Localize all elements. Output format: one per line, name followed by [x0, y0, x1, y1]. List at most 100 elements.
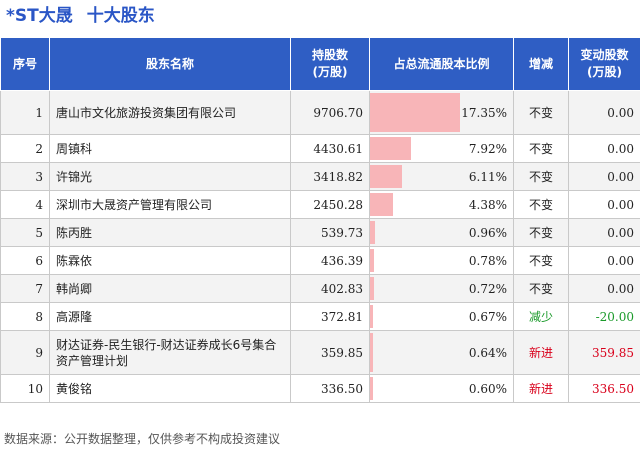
ratio-label: 0.78% [468, 253, 507, 268]
ratio-cell: 17.35% [369, 90, 514, 135]
change-status-cell: 新进 [513, 374, 569, 403]
holder-name-cell: 黄俊铭 [49, 374, 291, 403]
rank-cell: 7 [0, 274, 50, 303]
holder-name-cell: 高源隆 [49, 302, 291, 331]
change-status-cell: 不变 [513, 190, 569, 219]
table-row: 8 高源隆 372.81 0.67% 减少 -20.00 [0, 302, 640, 331]
col-header-shares: 持股数 (万股) [290, 37, 370, 91]
ratio-cell: 4.38% [369, 190, 514, 219]
rank-cell: 8 [0, 302, 50, 331]
ratio-cell: 0.67% [369, 302, 514, 331]
delta-shares-cell: 0.00 [568, 162, 640, 191]
ratio-label: 0.96% [468, 225, 507, 240]
ratio-label: 0.67% [468, 309, 507, 324]
shares-cell: 372.81 [290, 302, 370, 331]
delta-shares-cell: 0.00 [568, 274, 640, 303]
ratio-cell: 0.60% [369, 374, 514, 403]
delta-shares-cell: 0.00 [568, 90, 640, 135]
shares-cell: 4430.61 [290, 134, 370, 163]
ratio-cell: 6.11% [369, 162, 514, 191]
ratio-cell: 0.78% [369, 246, 514, 275]
holder-name-cell: 许锦光 [49, 162, 291, 191]
holder-name-cell: 陈霖依 [49, 246, 291, 275]
table-row: 5 陈丙胜 539.73 0.96% 不变 0.00 [0, 218, 640, 247]
table-row: 3 许锦光 3418.82 6.11% 不变 0.00 [0, 162, 640, 191]
holder-name-cell: 周镇科 [49, 134, 291, 163]
ratio-bar [370, 165, 402, 188]
delta-shares-cell: 0.00 [568, 190, 640, 219]
table-row: 6 陈霖依 436.39 0.78% 不变 0.00 [0, 246, 640, 275]
change-status-cell: 不变 [513, 162, 569, 191]
rank-cell: 3 [0, 162, 50, 191]
table-row: 9 财达证券-民生银行-财达证券成长6号集合资产管理计划 359.85 0.64% 新进… [0, 330, 640, 375]
delta-shares-cell: 0.00 [568, 246, 640, 275]
change-status-cell: 减少 [513, 302, 569, 331]
shares-cell: 9706.70 [290, 90, 370, 135]
change-status-cell: 不变 [513, 246, 569, 275]
ratio-cell: 0.72% [369, 274, 514, 303]
ratio-label: 4.38% [468, 197, 507, 212]
holder-name-cell: 唐山市文化旅游投资集团有限公司 [49, 90, 291, 135]
col-header-ratio: 占总流通股本比例 [369, 37, 514, 91]
table-row: 4 深圳市大晟资产管理有限公司 2450.28 4.38% 不变 0.00 [0, 190, 640, 219]
col-header-rank: 序号 [0, 37, 50, 91]
table-row: 10 黄俊铭 336.50 0.60% 新进 336.50 [0, 374, 640, 403]
shares-cell: 2450.28 [290, 190, 370, 219]
ratio-bar [370, 377, 374, 400]
delta-shares-cell: 0.00 [568, 218, 640, 247]
col-header-delta: 变动股数 (万股) [568, 37, 640, 91]
delta-shares-cell: 0.00 [568, 134, 640, 163]
rank-cell: 5 [0, 218, 50, 247]
ratio-label: 6.11% [468, 169, 507, 184]
ratio-cell: 7.92% [369, 134, 514, 163]
ratio-bar [370, 277, 374, 300]
table-row: 1 唐山市文化旅游投资集团有限公司 9706.70 17.35% 不变 0.00 [0, 90, 640, 135]
holder-name-cell: 陈丙胜 [49, 218, 291, 247]
ratio-label: 7.92% [468, 141, 507, 156]
ratio-bar [370, 333, 374, 372]
change-status-cell: 不变 [513, 90, 569, 135]
table-row: 7 韩尚卿 402.83 0.72% 不变 0.00 [0, 274, 640, 303]
ratio-label: 0.60% [468, 381, 507, 396]
rank-cell: 1 [0, 90, 50, 135]
delta-shares-cell: 336.50 [568, 374, 640, 403]
page-title: *ST大晟 十大股东 [6, 2, 155, 30]
top-ten-shareholders-table: 序号 股东名称 持股数 (万股) 占总流通股本比例 增减 变动股数 (万股) 1 唐山… [0, 37, 640, 403]
shares-cell: 336.50 [290, 374, 370, 403]
ratio-cell: 0.64% [369, 330, 514, 375]
ratio-bar [370, 193, 393, 216]
rank-cell: 9 [0, 330, 50, 375]
ratio-label: 0.72% [468, 281, 507, 296]
holder-name-cell: 财达证券-民生银行-财达证券成长6号集合资产管理计划 [49, 330, 291, 375]
table-row: 2 周镇科 4430.61 7.92% 不变 0.00 [0, 134, 640, 163]
shares-cell: 539.73 [290, 218, 370, 247]
shares-cell: 3418.82 [290, 162, 370, 191]
data-source-note: 数据来源：公开数据整理，仅供参考不构成投资建议 [4, 432, 281, 446]
col-header-change: 增减 [513, 37, 569, 91]
rank-cell: 4 [0, 190, 50, 219]
ratio-label: 0.64% [468, 345, 507, 360]
rank-cell: 10 [0, 374, 50, 403]
ratio-bar [370, 305, 374, 328]
rank-cell: 2 [0, 134, 50, 163]
ratio-bar [370, 221, 375, 244]
stock-name: *ST大晟 [6, 6, 73, 26]
rank-cell: 6 [0, 246, 50, 275]
holder-name-cell: 韩尚卿 [49, 274, 291, 303]
ratio-bar [370, 93, 460, 132]
section-name: 十大股东 [86, 6, 155, 26]
holder-name-cell: 深圳市大晟资产管理有限公司 [49, 190, 291, 219]
ratio-bar [370, 137, 412, 160]
table-header-row: 序号 股东名称 持股数 (万股) 占总流通股本比例 增减 变动股数 (万股) [0, 37, 640, 91]
shares-cell: 402.83 [290, 274, 370, 303]
change-status-cell: 不变 [513, 274, 569, 303]
change-status-cell: 不变 [513, 218, 569, 247]
delta-shares-cell: -20.00 [568, 302, 640, 331]
ratio-label: 17.35% [461, 105, 507, 120]
ratio-cell: 0.96% [369, 218, 514, 247]
change-status-cell: 不变 [513, 134, 569, 163]
shares-cell: 359.85 [290, 330, 370, 375]
change-status-cell: 新进 [513, 330, 569, 375]
ratio-bar [370, 249, 375, 272]
col-header-name: 股东名称 [49, 37, 291, 91]
